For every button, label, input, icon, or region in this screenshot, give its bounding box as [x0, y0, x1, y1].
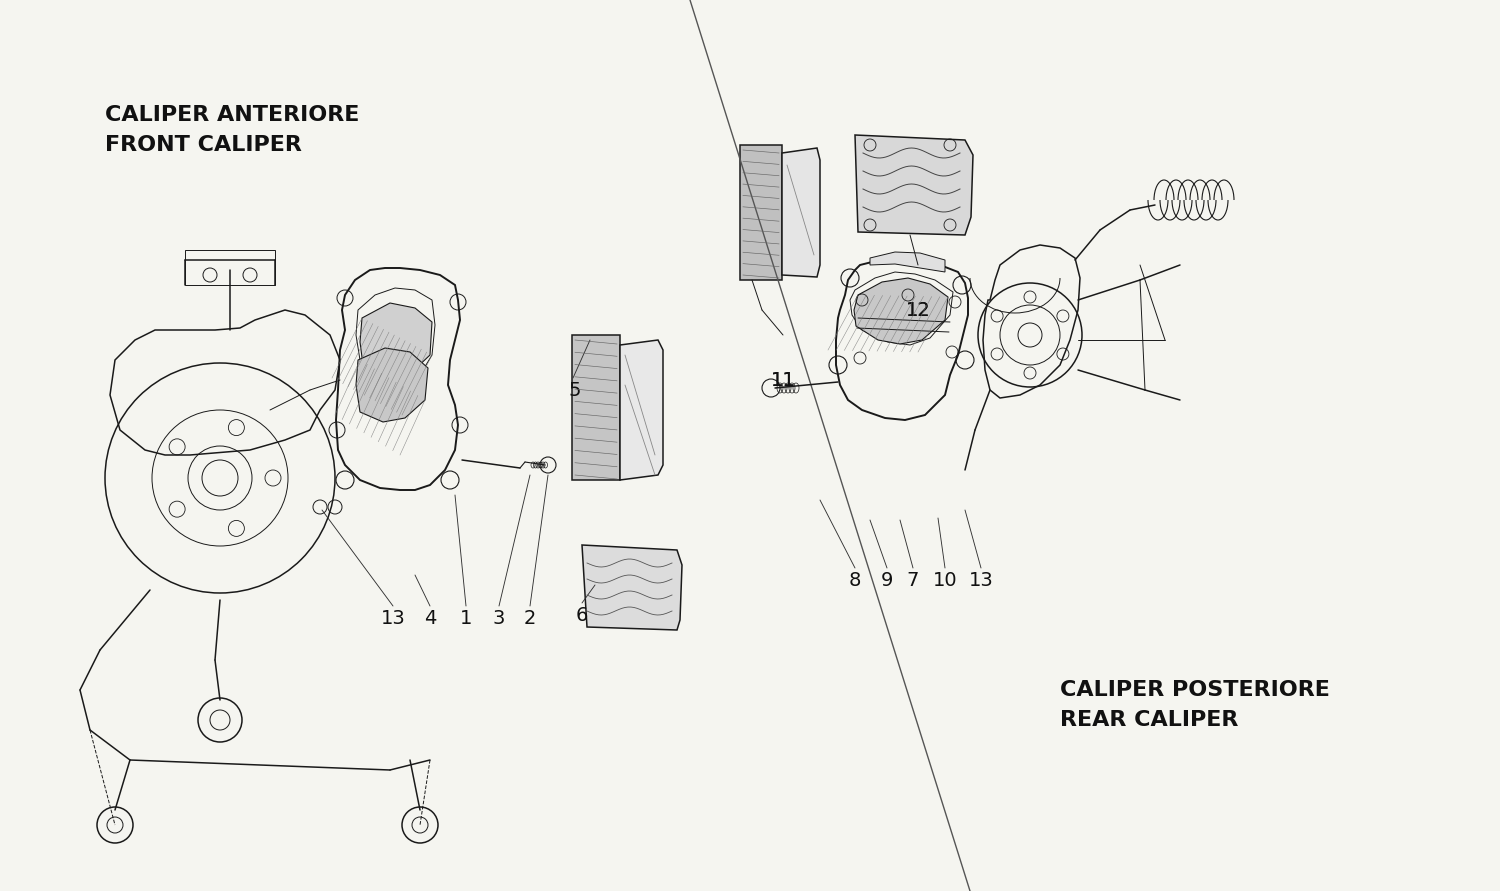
Polygon shape	[870, 252, 945, 272]
Polygon shape	[855, 135, 974, 235]
Text: 6: 6	[576, 606, 588, 625]
Text: 12: 12	[906, 300, 930, 320]
Text: 9: 9	[880, 570, 892, 590]
Text: 13: 13	[969, 570, 993, 590]
Text: 13: 13	[381, 609, 405, 627]
Text: 11: 11	[771, 371, 795, 389]
Polygon shape	[782, 148, 820, 277]
Text: 2: 2	[524, 609, 536, 627]
Polygon shape	[582, 545, 682, 630]
Text: CALIPER POSTERIORE: CALIPER POSTERIORE	[1060, 680, 1330, 700]
Polygon shape	[360, 303, 432, 375]
Polygon shape	[620, 340, 663, 480]
Text: 4: 4	[424, 609, 436, 627]
Polygon shape	[572, 335, 620, 480]
Text: REAR CALIPER: REAR CALIPER	[1060, 710, 1239, 730]
Text: 3: 3	[494, 609, 506, 627]
Text: 8: 8	[849, 570, 861, 590]
Text: FRONT CALIPER: FRONT CALIPER	[105, 135, 302, 155]
Polygon shape	[356, 348, 428, 422]
Text: 11: 11	[771, 371, 795, 389]
Text: 1: 1	[460, 609, 472, 627]
Text: CALIPER ANTERIORE: CALIPER ANTERIORE	[105, 105, 360, 125]
Text: 7: 7	[908, 570, 920, 590]
Text: 5: 5	[568, 380, 580, 399]
Text: 10: 10	[933, 570, 957, 590]
Polygon shape	[740, 145, 782, 280]
Polygon shape	[853, 278, 948, 344]
Text: 12: 12	[906, 300, 930, 320]
